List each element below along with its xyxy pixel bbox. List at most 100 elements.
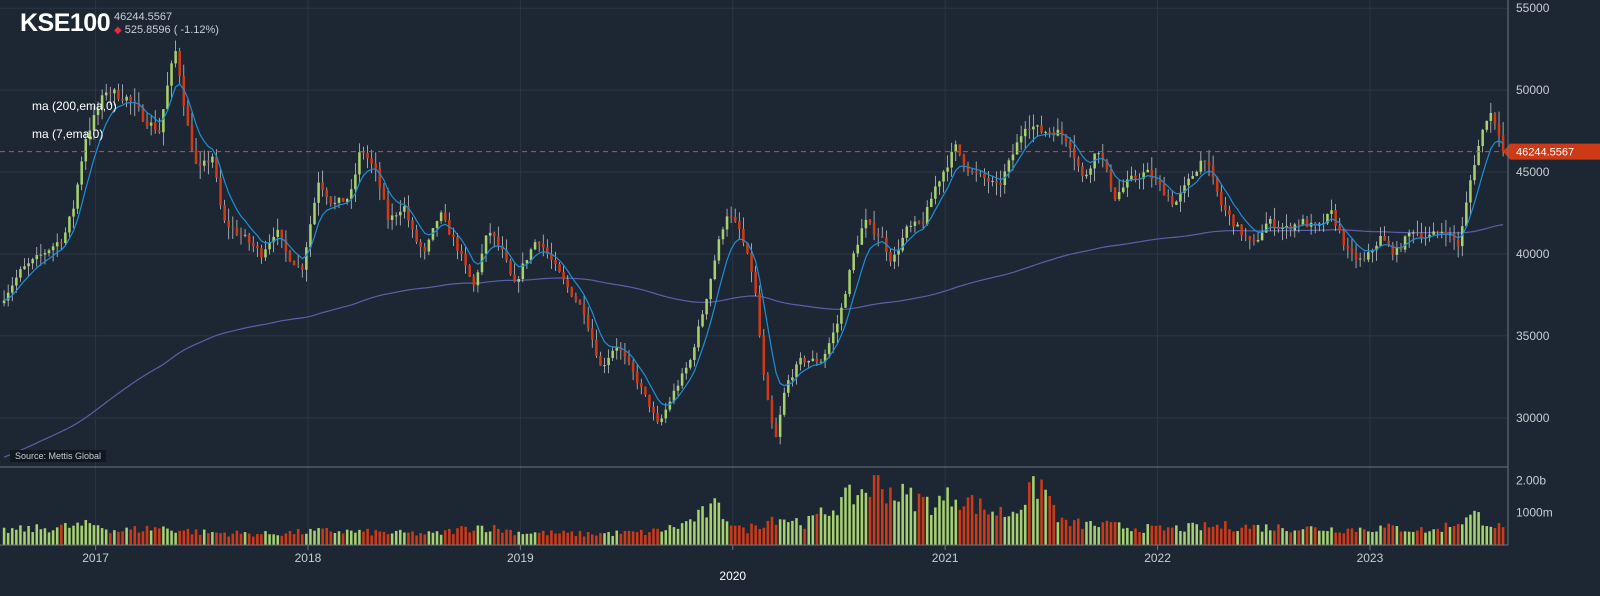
volume-bar-8 <box>35 524 39 545</box>
candle-body-86 <box>354 174 357 190</box>
volume-bar-162 <box>664 530 668 545</box>
axes: 30000 35000 40000 45000 50000 55000 1000m 2.00b… <box>0 0 1553 583</box>
volume-bar-101 <box>415 535 418 545</box>
candle-body-188 <box>770 399 774 424</box>
volume-bar-26 <box>109 533 112 545</box>
volume-bar-47 <box>194 529 198 545</box>
candle-body-74 <box>305 247 308 270</box>
volume-bar-15 <box>64 523 67 545</box>
candle-body-141 <box>578 300 582 305</box>
indicator-label-ma200[interactable]: ma (200,ema,0) <box>32 99 117 113</box>
candle-body-91 <box>374 163 378 169</box>
candle-body-115 <box>472 276 476 286</box>
volume-bar-271 <box>1109 522 1113 545</box>
indicator-label-ma7[interactable]: ma (7,ema,0) <box>32 127 104 141</box>
candle-body-224 <box>917 221 921 223</box>
candle-body-205 <box>840 307 843 324</box>
candle-body-154 <box>631 362 635 372</box>
candle-body-14 <box>60 242 63 244</box>
volume-bar-115 <box>472 530 476 545</box>
source-label: Source: Mettis Global <box>10 450 107 462</box>
candle-body-237 <box>970 171 974 173</box>
volume-bar-275 <box>1126 527 1129 545</box>
volume-bar-113 <box>464 526 467 545</box>
volume-bar-53 <box>219 533 222 545</box>
volume-bar-356 <box>1456 524 1460 545</box>
volume-bar-352 <box>1440 531 1444 545</box>
volume-bar-309 <box>1264 524 1268 545</box>
candle-body-302 <box>1236 224 1239 227</box>
volume-bar-327 <box>1338 532 1341 545</box>
volume-bar-188 <box>770 516 774 545</box>
volume-bar-4 <box>19 525 22 545</box>
candle-body-176 <box>721 229 725 240</box>
volume-bar-342 <box>1399 531 1403 545</box>
candle-body-333 <box>1362 258 1366 260</box>
candle-body-163 <box>668 401 672 410</box>
volume-bar-151 <box>619 533 623 545</box>
volume-bar-171 <box>701 506 704 545</box>
candle-body-168 <box>689 360 692 368</box>
candle-body-108 <box>443 212 447 221</box>
candle-body-351 <box>1436 231 1440 233</box>
volume-bar-207 <box>848 484 851 545</box>
volume-bar-79 <box>325 527 329 545</box>
candle-body-104 <box>427 239 431 252</box>
candle-body-360 <box>1473 165 1476 181</box>
volume-bar-29 <box>121 531 124 545</box>
candle-body-341 <box>1395 248 1399 255</box>
candle-body-349 <box>1428 234 1431 238</box>
candle-body-272 <box>1113 187 1117 200</box>
candle-body-146 <box>599 355 602 366</box>
volume-bar-90 <box>370 535 373 545</box>
volume-bar-307 <box>1256 524 1260 545</box>
candle-body-213 <box>872 222 876 235</box>
volume-bar-185 <box>758 528 761 545</box>
volume-bar-109 <box>448 528 451 545</box>
volume-bar-338 <box>1383 527 1386 545</box>
volume-bar-86 <box>354 532 357 545</box>
candle-body-276 <box>1130 175 1133 180</box>
volume-bar-21 <box>88 523 92 545</box>
volume-bar-241 <box>987 514 990 545</box>
volume-bar-145 <box>595 535 598 545</box>
volume-bar-9 <box>39 529 43 545</box>
candle-body-317 <box>1297 224 1301 226</box>
candle-body-243 <box>995 180 998 184</box>
candle-body-353 <box>1444 231 1448 236</box>
candle-body-186 <box>762 335 766 375</box>
candle-body-230 <box>942 171 945 182</box>
candle-body-183 <box>750 253 753 272</box>
candle-body-20 <box>84 138 88 162</box>
volume-bar-22 <box>92 525 96 545</box>
volume-bar-112 <box>460 526 463 545</box>
candle-body-174 <box>713 260 717 280</box>
candle-body-285 <box>1166 195 1170 197</box>
volume-bar-124 <box>509 529 512 545</box>
volume-bar-12 <box>51 530 55 545</box>
candle-body-192 <box>787 380 790 393</box>
candle-body-101 <box>415 229 418 242</box>
candle-body-72 <box>296 265 300 267</box>
candle-body-144 <box>590 328 594 340</box>
chart-header: KSE100 46244.5567 ◆ 525.8596 ( -1.12%) <box>20 8 219 38</box>
candle-body-190 <box>778 414 782 437</box>
candle-body-342 <box>1399 248 1403 250</box>
volume-bar-303 <box>1240 527 1243 545</box>
volume-bar-123 <box>505 529 508 545</box>
candle-body-277 <box>1134 175 1137 179</box>
candle-body-266 <box>1089 168 1092 175</box>
volume-bar-118 <box>484 532 488 545</box>
candle-body-291 <box>1191 175 1194 179</box>
volume-bar-325 <box>1330 527 1333 545</box>
candle-body-52 <box>215 156 218 178</box>
volume-bar-306 <box>1252 524 1256 545</box>
volume-bar-270 <box>1105 520 1109 545</box>
candle-body-67 <box>276 229 280 237</box>
candle-body-41 <box>170 63 173 86</box>
volume-bar-14 <box>60 524 63 545</box>
candle-body-330 <box>1350 248 1354 253</box>
volume-bar-177 <box>725 521 729 545</box>
volume-bar-205 <box>840 497 843 545</box>
volume-bar-186 <box>762 527 766 545</box>
